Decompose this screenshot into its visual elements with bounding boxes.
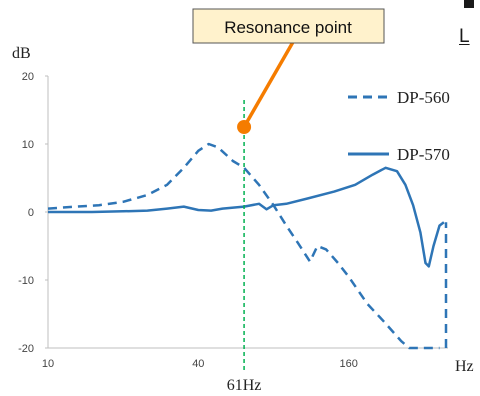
x-tick-label: 160	[339, 358, 357, 370]
x-tick-labels: 10 40 160	[42, 358, 358, 370]
y-tick-label: 0	[28, 207, 34, 219]
series-layer	[47, 142, 448, 350]
callout-text: Resonance point	[224, 18, 352, 37]
y-tick-labels: 20 10 0 -10 -20	[18, 71, 48, 355]
legend-label-dp-570: DP-570	[397, 145, 450, 164]
y-tick-label: -20	[18, 343, 34, 355]
x-tick-label: 40	[192, 358, 204, 370]
resonance-callout: Resonance point	[192, 8, 385, 134]
series-line-dp-570	[48, 166, 445, 268]
y-axis-label: dB	[12, 45, 31, 62]
legend-label-dp-560: DP-560	[397, 88, 450, 107]
cropped-edge-letter: L	[459, 26, 470, 47]
callout-box	[192, 8, 385, 44]
resonance-frequency-label: 61Hz	[227, 377, 262, 394]
x-axis-label: Hz	[455, 358, 474, 375]
y-tick-label: 10	[22, 139, 34, 151]
resonance-point-marker	[237, 120, 252, 134]
callout-leader-line	[242, 41, 295, 128]
legend: DP-560 DP-570	[348, 88, 450, 164]
x-tick-label: 10	[42, 358, 54, 370]
y-tick-label: -10	[18, 275, 34, 287]
y-tick-label: 20	[22, 71, 34, 83]
cropped-bullet-square	[464, 0, 474, 8]
